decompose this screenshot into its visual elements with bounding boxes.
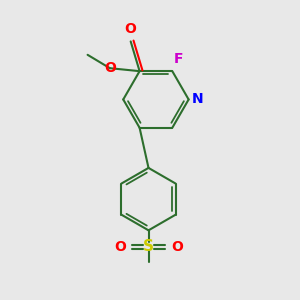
Text: N: N <box>192 92 204 106</box>
Text: O: O <box>171 240 183 254</box>
Text: F: F <box>174 52 183 66</box>
Text: O: O <box>125 22 136 36</box>
Text: O: O <box>114 240 126 254</box>
Text: O: O <box>104 61 116 75</box>
Text: S: S <box>143 239 154 254</box>
